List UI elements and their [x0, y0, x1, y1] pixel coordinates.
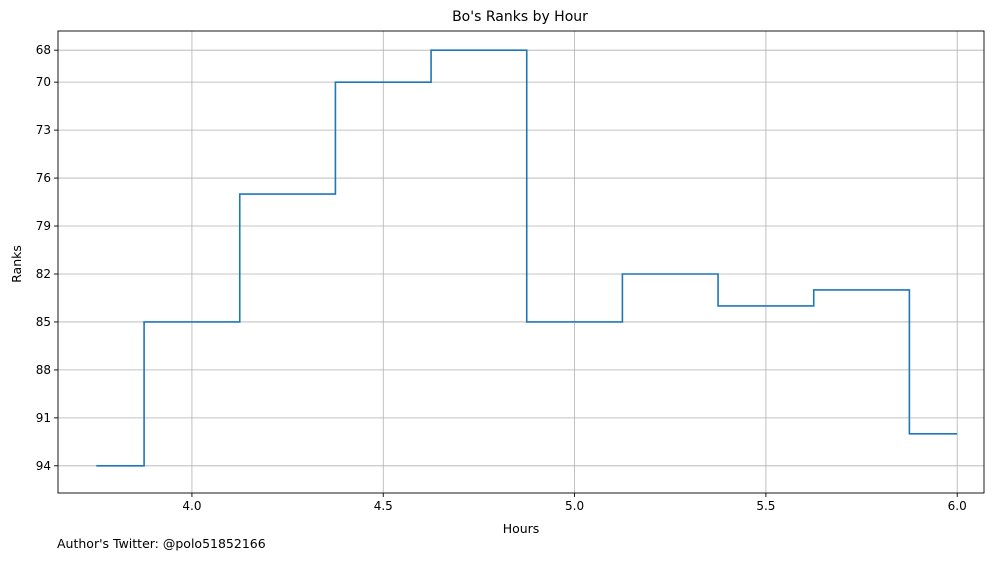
series-layer	[96, 49, 958, 467]
y-tick-label: 73	[36, 123, 51, 137]
y-tick-label: 94	[36, 459, 51, 473]
y-tick-label: 70	[36, 75, 51, 89]
y-tick-label: 88	[36, 363, 51, 377]
y-tick-label: 68	[36, 43, 51, 57]
y-tick-label: 91	[36, 411, 51, 425]
plot-frame	[57, 30, 985, 494]
y-tick-label: 85	[36, 315, 51, 329]
x-tick-label: 4.0	[182, 499, 201, 513]
y-axis-ticks: 68 70 73 76 79 82 85 88 91 94	[36, 43, 58, 473]
author-note: Author's Twitter: @polo51852166	[57, 536, 266, 551]
grid	[58, 31, 984, 493]
y-tick-label: 76	[36, 171, 51, 185]
y-tick-label: 79	[36, 219, 51, 233]
x-tick-label: 6.0	[948, 499, 967, 513]
y-axis-label: Ranks	[9, 245, 24, 283]
x-axis-label: Hours	[503, 521, 540, 536]
x-tick-label: 5.5	[756, 499, 775, 513]
x-axis-ticks: 4.0 4.5 5.0 5.5 6.0	[182, 493, 967, 513]
x-tick-label: 5.0	[565, 499, 584, 513]
y-tick-label: 82	[36, 267, 51, 281]
rank-step-line	[96, 49, 958, 467]
chart-title: Bo's Ranks by Hour	[452, 9, 588, 25]
x-tick-label: 4.5	[374, 499, 393, 513]
